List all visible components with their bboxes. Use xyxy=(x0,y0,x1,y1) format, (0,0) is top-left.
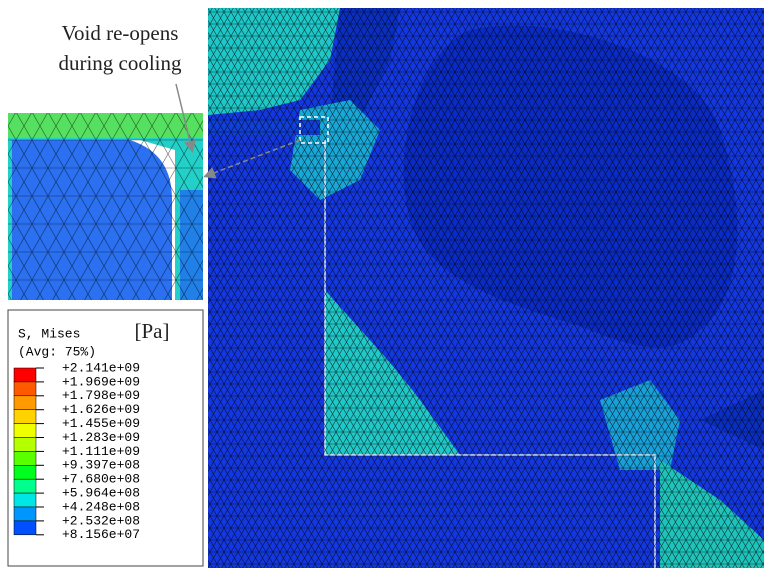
legend-label: +7.680e+08 xyxy=(62,472,140,487)
legend: S, Mises (Avg: 75%) [Pa] +2.141e+09+1.96… xyxy=(8,310,203,566)
legend-swatch xyxy=(14,521,36,535)
legend-swatch xyxy=(14,507,36,521)
legend-swatch xyxy=(14,465,36,479)
legend-title: S, Mises xyxy=(18,326,80,341)
legend-swatch xyxy=(14,368,36,382)
legend-swatch xyxy=(14,493,36,507)
legend-swatch xyxy=(14,451,36,465)
legend-label: +4.248e+08 xyxy=(62,499,140,514)
legend-swatch xyxy=(14,382,36,396)
legend-swatch xyxy=(14,424,36,438)
legend-label: +5.964e+08 xyxy=(62,486,140,501)
annotation-line: during cooling xyxy=(58,51,182,75)
legend-swatch xyxy=(14,410,36,424)
legend-subtitle: (Avg: 75%) xyxy=(18,344,96,359)
legend-label: +2.141e+09 xyxy=(62,360,140,375)
annotation-line: Void re-opens xyxy=(62,21,179,45)
legend-label: +1.626e+09 xyxy=(62,402,140,417)
legend-label: +9.397e+08 xyxy=(62,458,140,473)
legend-swatch xyxy=(14,479,36,493)
legend-label: +8.156e+07 xyxy=(62,527,140,542)
legend-swatch xyxy=(14,438,36,452)
inset xyxy=(8,113,203,300)
legend-label: +1.798e+09 xyxy=(62,388,140,403)
figure: Void re-opens during cooling S, Mises (A… xyxy=(0,0,764,568)
legend-label: +2.532e+08 xyxy=(62,513,140,528)
legend-swatch xyxy=(14,396,36,410)
legend-label: +1.111e+09 xyxy=(62,444,140,459)
contour-plot xyxy=(208,8,764,568)
legend-unit: [Pa] xyxy=(135,319,170,343)
legend-label: +1.455e+09 xyxy=(62,416,140,431)
legend-label: +1.969e+09 xyxy=(62,374,140,389)
legend-label: +1.283e+09 xyxy=(62,430,140,445)
